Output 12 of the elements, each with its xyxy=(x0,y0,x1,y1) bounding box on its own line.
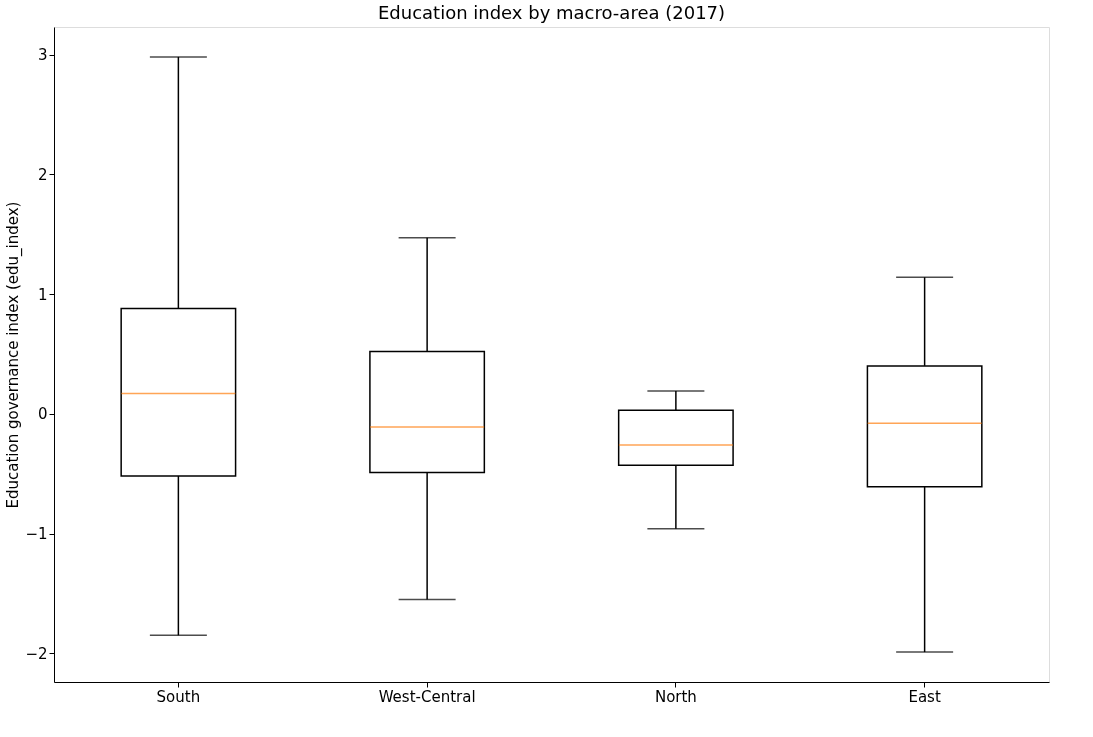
y-tick-label: 1 xyxy=(37,285,48,304)
x-tick-label: East xyxy=(908,687,941,706)
x-tick-label: South xyxy=(156,687,201,706)
x-tick-label: West-Central xyxy=(378,687,476,706)
y-axis-title: Education governance index (edu_index) xyxy=(4,201,24,509)
x-tick-label: North xyxy=(654,687,697,706)
y-tick-label: 2 xyxy=(37,165,48,184)
y-tick-label: 3 xyxy=(37,46,48,65)
chart-title: Education index by macro-area (2017) xyxy=(377,2,726,23)
y-tick-label: 0 xyxy=(37,405,48,424)
y-tick-label: −2 xyxy=(25,644,48,663)
y-tick-label: −1 xyxy=(25,525,48,544)
